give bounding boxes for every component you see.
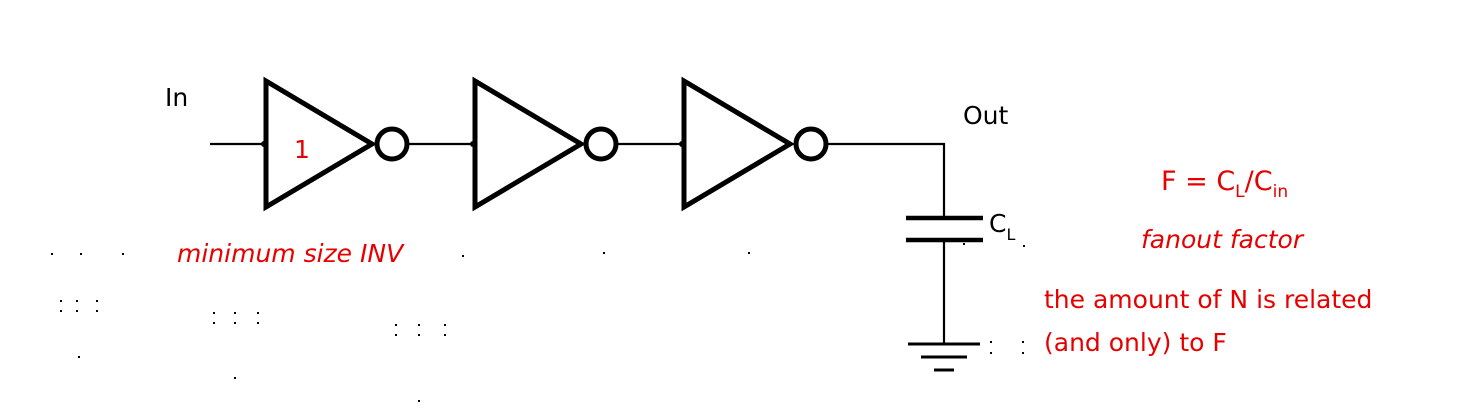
min-size-note: minimum size INV <box>177 239 405 268</box>
inverter-1-bubble <box>374 126 410 162</box>
inverter-2-triangle <box>472 76 586 212</box>
inverter-1: 1 <box>263 76 410 212</box>
fanout-equation: F = CL/Cin <box>1161 166 1288 202</box>
inverter-1-triangle <box>263 76 377 212</box>
input-label: In <box>165 83 188 112</box>
output-wire <box>826 142 946 218</box>
fanout-factor-label: fanout factor <box>1141 225 1305 254</box>
load-capacitor <box>906 215 983 344</box>
inverter-1-size-label: 1 <box>294 135 310 164</box>
ground-icon <box>908 342 980 372</box>
relation-note-line-2: (and only) to F <box>1044 328 1227 357</box>
inverter-3-bubble <box>793 126 829 162</box>
output-label: Out <box>963 101 1009 130</box>
inverter-2-bubble <box>583 126 619 162</box>
load-capacitor-label: CL <box>989 209 1015 244</box>
inverter-3-triangle <box>681 76 795 212</box>
inverter-3 <box>681 76 829 212</box>
inverter-2 <box>472 76 619 212</box>
stray-dots <box>51 243 1025 402</box>
relation-note-line-1: the amount of N is related <box>1044 285 1372 314</box>
